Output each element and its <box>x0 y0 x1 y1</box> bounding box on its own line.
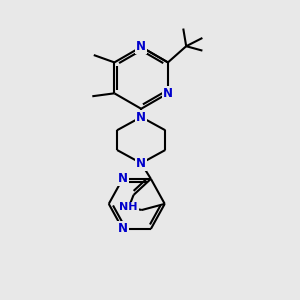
Text: N: N <box>118 172 128 185</box>
Text: N: N <box>136 157 146 170</box>
Text: N: N <box>118 222 128 236</box>
Text: NH: NH <box>119 202 138 212</box>
Text: N: N <box>136 40 146 53</box>
Text: N: N <box>163 87 173 100</box>
Text: N: N <box>136 110 146 124</box>
